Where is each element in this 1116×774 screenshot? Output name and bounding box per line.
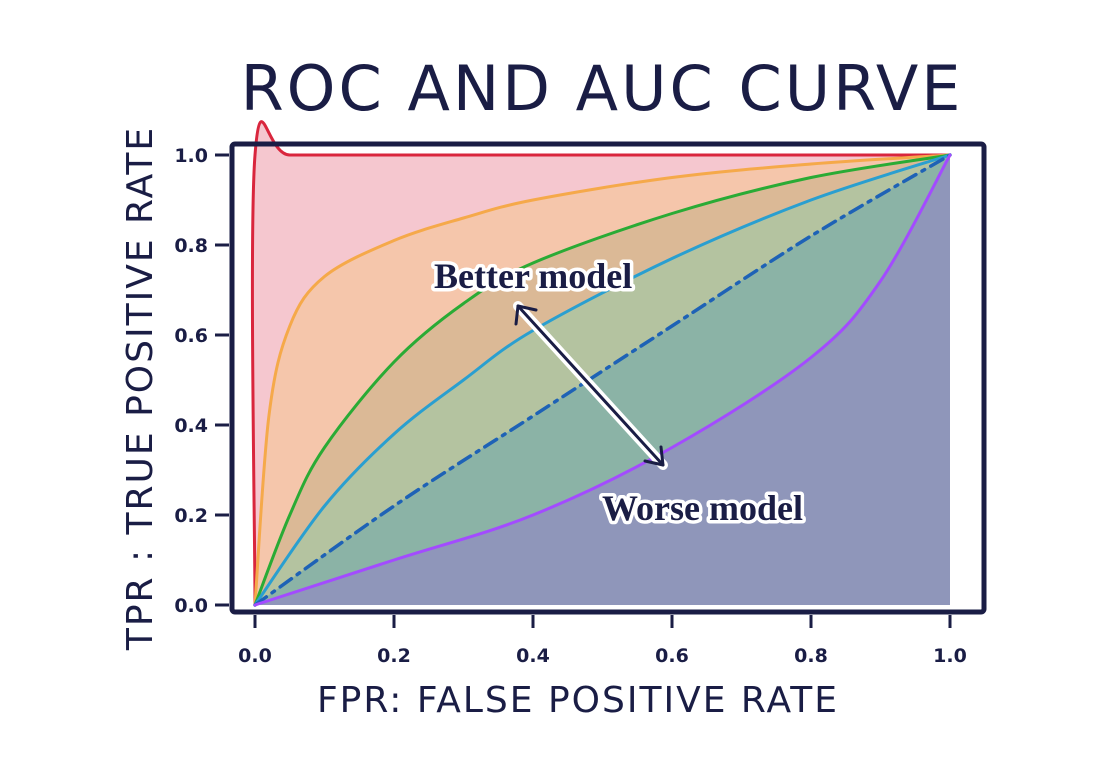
area-fill-6 bbox=[255, 155, 950, 605]
roc-curve-6 bbox=[253, 153, 952, 607]
better-worse-arrow bbox=[513, 301, 668, 470]
x-axis-ticks: 0.0 0.2 0.4 0.6 0.8 1.0 bbox=[238, 615, 967, 667]
y-tick-label: 1.0 bbox=[174, 145, 208, 167]
worse-model-annotation: Worse model bbox=[602, 488, 803, 528]
roc-curve-5 bbox=[253, 153, 952, 607]
roc-curves bbox=[250, 120, 952, 607]
x-tick-label: 1.0 bbox=[933, 645, 967, 667]
x-tick-label: 0.0 bbox=[238, 645, 272, 667]
y-tick-label: 0.8 bbox=[174, 235, 208, 257]
x-tick-label: 0.2 bbox=[377, 645, 411, 667]
better-model-annotation: Better model bbox=[434, 256, 632, 296]
roc-curve-2 bbox=[253, 153, 952, 607]
x-tick-label: 0.4 bbox=[516, 645, 550, 667]
roc-curve-4 bbox=[253, 153, 952, 607]
roc-curve-1 bbox=[250, 120, 952, 607]
y-tick-label: 0.2 bbox=[174, 505, 208, 527]
y-axis-ticks: 0.0 0.2 0.4 0.6 0.8 1.0 bbox=[174, 145, 229, 617]
y-tick-label: 0.0 bbox=[174, 595, 208, 617]
x-tick-label: 0.8 bbox=[794, 645, 828, 667]
x-axis-label: FPR: FALSE POSITIVE RATE bbox=[317, 680, 839, 721]
chart-title: ROC AND AUC CURVE bbox=[241, 52, 964, 125]
plot-frame bbox=[229, 141, 987, 615]
x-tick-label: 0.6 bbox=[655, 645, 689, 667]
y-tick-label: 0.4 bbox=[174, 415, 208, 437]
roc-curve-3 bbox=[253, 153, 952, 607]
y-tick-label: 0.6 bbox=[174, 325, 208, 347]
y-axis-label: TPR : TRUE POSITIVE RATE bbox=[120, 126, 161, 651]
